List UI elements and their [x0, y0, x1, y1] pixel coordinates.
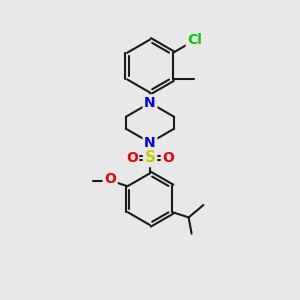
- Text: N: N: [144, 136, 156, 150]
- Text: N: N: [144, 96, 156, 110]
- Text: Cl: Cl: [187, 33, 202, 47]
- Text: O: O: [126, 151, 138, 165]
- Text: O: O: [162, 151, 174, 165]
- Text: S: S: [145, 150, 155, 165]
- Text: O: O: [104, 172, 116, 186]
